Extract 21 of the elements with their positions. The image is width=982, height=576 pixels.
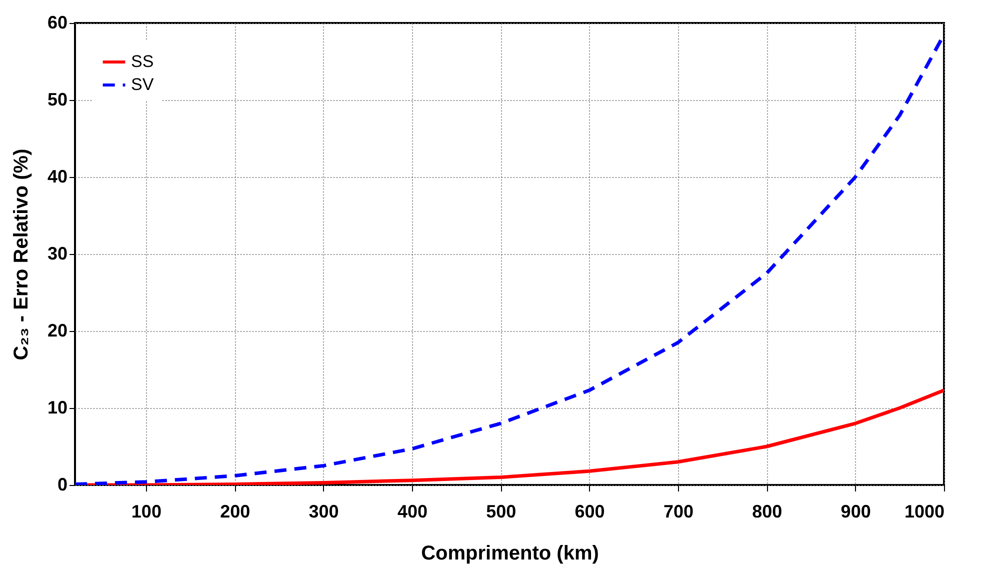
legend-label: SS [131, 52, 154, 71]
y-axis-title: C₂₃ - Erro Relativo (%) [10, 148, 32, 360]
x-tick-label: 300 [308, 502, 339, 522]
x-tick-label: 200 [220, 502, 250, 522]
y-tick-label: 20 [47, 320, 68, 340]
x-tick-label: 500 [486, 502, 516, 522]
y-tick-label: 10 [47, 398, 68, 418]
y-tick-label: 40 [47, 166, 68, 186]
x-tick-label: 1000 [904, 502, 944, 522]
x-tick-label: 900 [840, 502, 871, 522]
x-tick-label: 600 [574, 502, 605, 522]
x-tick-label: 400 [397, 502, 428, 522]
y-tick-label: 60 [47, 12, 68, 32]
x-tick-label: 100 [131, 502, 162, 522]
y-tick-label: 30 [47, 244, 68, 264]
legend-label: SV [131, 75, 154, 94]
x-tick-label: 800 [752, 502, 782, 522]
x-tick-label: 700 [663, 502, 694, 522]
x-axis-title: Comprimento (km) [421, 542, 599, 564]
y-tick-label: 50 [47, 90, 68, 110]
y-tick-label: 0 [57, 474, 68, 494]
